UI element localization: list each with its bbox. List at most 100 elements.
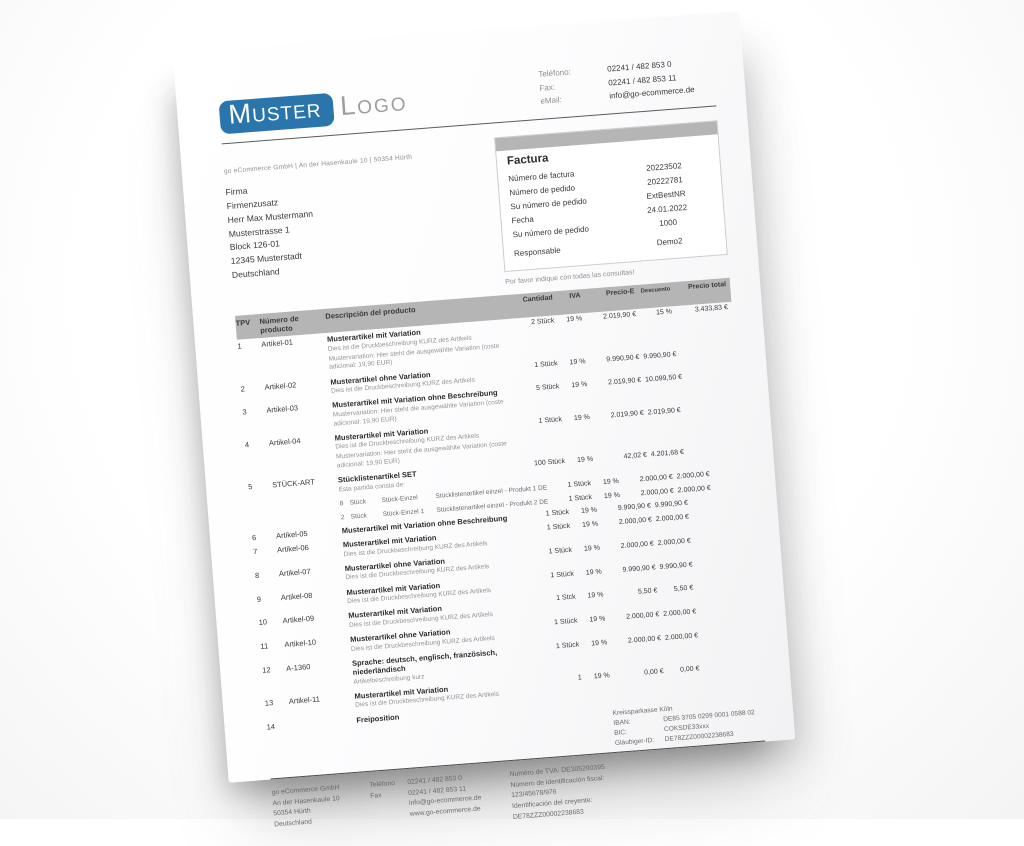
component-unit: Stück: [350, 511, 368, 521]
cell-pos: 9: [256, 594, 262, 604]
cell-qty: 100 Stück: [533, 458, 566, 468]
logo-mark: Muster: [218, 92, 335, 135]
cell-pos: 11: [260, 641, 269, 652]
cell-pos: [250, 504, 274, 506]
cell-pos: 12: [261, 665, 271, 675]
cell-qty: 1 Stück: [545, 509, 570, 518]
col-header-qty: Cantidad: [522, 294, 553, 304]
component-count: 8: [339, 499, 344, 508]
cell-article: Artikel-03: [266, 403, 299, 416]
cell-qty: 1 Stck: [555, 593, 576, 603]
col-header-desc: Descripción del producto: [324, 304, 416, 321]
cell-vat: 19 %: [581, 520, 599, 530]
cell-total: 2.019,90 €: [647, 406, 681, 417]
cell-qty: 2 Stück: [530, 317, 555, 327]
cell-article: Artikel-11: [288, 694, 321, 706]
cell-total: 2.000,00 €: [655, 513, 690, 524]
cell-qty: 1 Stück: [548, 546, 573, 556]
meta-label: Responsable: [513, 245, 561, 259]
cell-vat: 19 %: [580, 506, 598, 516]
cell-article: Artikel-01: [260, 337, 294, 350]
sender-line: go eCommerce GmbH | An der Hasenkaule 10…: [223, 153, 413, 176]
cell-unit-price: 2.000,00 €: [620, 540, 655, 550]
cell-article: [274, 499, 340, 504]
cell-total: 9.990,90 €: [643, 350, 677, 361]
cell-article: Artikel-07: [278, 566, 311, 579]
cell-unit-price: 2.000,00 €: [627, 635, 662, 645]
cell-pos: 10: [258, 617, 268, 628]
logo-text-secondary: Logo: [338, 85, 409, 121]
footer-tax-info: Numéro de TVA: DE305290395 Número de ide…: [509, 763, 608, 825]
cell-pos: 8: [254, 570, 260, 581]
cell-qty: 5 Stück: [535, 383, 560, 393]
cell-qty: 1 Stück: [546, 522, 571, 532]
cell-unit-price: 2.019,90 €: [607, 377, 642, 387]
cell-total: 0,00 €: [679, 665, 700, 674]
cell-article: Artikel-06: [276, 543, 310, 555]
cell-qty: 1 Stück: [567, 479, 592, 489]
brand-logo: Muster Logo: [218, 85, 409, 135]
col-header-vat: IVA: [569, 292, 581, 300]
meta-value: Demo2: [656, 236, 683, 248]
component-unit: Stück: [349, 498, 367, 507]
cell-article: [275, 513, 341, 518]
cell-article: Artikel-04: [268, 436, 301, 448]
cell-unit-price: 9.990,90 €: [617, 502, 652, 513]
cell-total: 4.201,68 €: [650, 448, 685, 459]
cell-pos: [251, 518, 275, 520]
cell-pos: 5: [247, 482, 253, 492]
cell-qty: 1 Stück: [555, 641, 580, 651]
cell-unit-price: 2.000,00 €: [640, 487, 675, 497]
cell-vat: 19 %: [593, 672, 611, 681]
cell-total: 9.990,90 €: [659, 561, 693, 571]
cell-qty: 1 Stück: [550, 570, 575, 580]
cell-article: Artikel-09: [282, 614, 315, 626]
cell-unit-price: 2.000,00 €: [625, 611, 660, 621]
component-count: 2: [340, 513, 345, 521]
cell-vat: 19 %: [576, 455, 594, 465]
cell-pos: 13: [264, 698, 274, 708]
cell-pos: 3: [242, 407, 247, 417]
cell-unit-price: 0,00 €: [643, 668, 664, 677]
cell-article: Artikel-10: [284, 637, 317, 650]
cell-vat: 19 %: [603, 491, 621, 500]
cell-pos: 6: [251, 533, 257, 543]
cell-unit-price: 9.990,90 €: [606, 353, 640, 364]
cell-vat: 19 %: [571, 381, 588, 390]
cell-total: 2.000,00 €: [657, 537, 692, 548]
footer-address: go eCommerce GmbH An der Hasenkaule 10 5…: [271, 783, 343, 842]
cell-total: 2.000,00 €: [677, 484, 712, 494]
cell-total: 2.000,00 €: [662, 608, 697, 619]
cell-unit-price: 2.019,90 €: [610, 409, 644, 420]
cell-qty: 1 Stück: [538, 415, 563, 425]
cell-unit-price: 2.000,00 €: [639, 473, 673, 484]
invoice-page: Muster Logo Teléfono: 02241 / 482 853 0 …: [172, 11, 796, 829]
col-header-pos: TPV: [235, 317, 251, 328]
cell-total: 2.000,00 €: [676, 470, 710, 481]
cell-qty: 1 Stück: [553, 617, 578, 627]
col-header-total: Precio total: [687, 280, 727, 291]
footer-contact: Teléfono 02241 / 482 853 0 Fax 02241 / 4…: [369, 772, 483, 835]
invoice-meta-column: Factura Número de factura 20223502 Númer…: [494, 120, 729, 286]
cell-unit-price: 42,02 €: [623, 451, 648, 461]
cell-article: Artikel-02: [264, 380, 297, 392]
cell-unit-price: 9.990,90 €: [622, 564, 656, 574]
invoice-meta-body: Factura Número de factura 20223502 Númer…: [496, 134, 727, 271]
recipient-address: Firma Firmenzusatz Herr Max Mustermann M…: [225, 172, 421, 284]
cell-vat: 19 %: [587, 591, 604, 601]
cell-unit-price: 5,50 €: [637, 587, 658, 597]
backdrop: Muster Logo Teléfono: 02241 / 482 853 0 …: [0, 0, 1024, 829]
cell-unit-price: 2.019,90 €: [602, 311, 637, 321]
cell-qty: 1 Stück: [568, 493, 593, 503]
items-table: TPV Número de producto Descripción del p…: [235, 277, 762, 734]
col-header-unit-price: Precio-E: [605, 287, 635, 298]
cell-pos: 2: [240, 383, 246, 394]
col-header-article: Número de producto: [259, 313, 299, 335]
footer-empty-label: [372, 811, 407, 824]
recipient-block: go eCommerce GmbH | An der Hasenkaule 10…: [223, 144, 423, 307]
cell-article: Artikel-08: [280, 590, 313, 602]
cell-vat: 19 %: [585, 568, 603, 577]
cell-unit-price: 2.000,00 €: [618, 516, 653, 527]
invoice-meta-box: Factura Número de factura 20223502 Númer…: [494, 120, 728, 272]
cell-total: 5,50 €: [673, 584, 694, 594]
